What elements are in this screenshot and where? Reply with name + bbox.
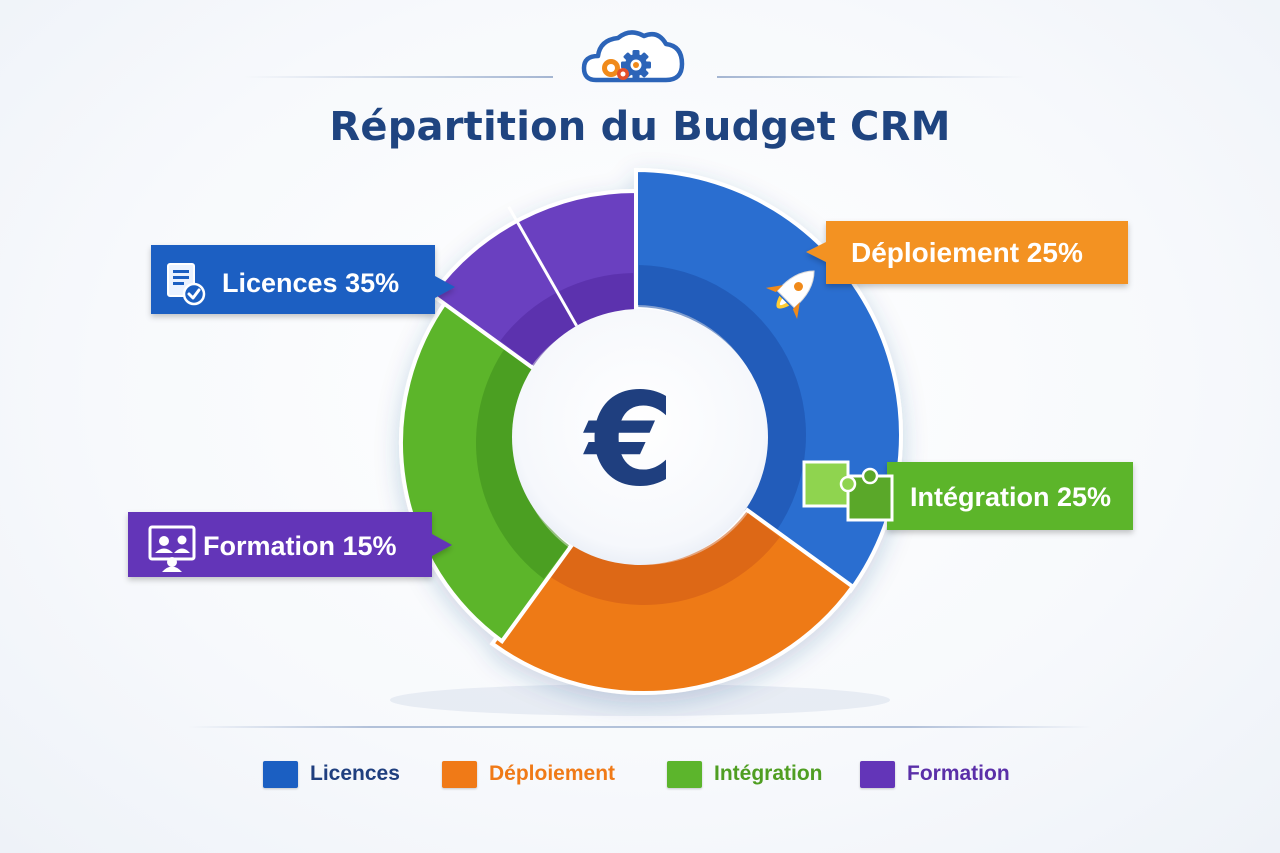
chart-title: Répartition du Budget CRM [329, 104, 951, 150]
label-integration: Intégration 25% [910, 482, 1111, 512]
slice-inner-band-intégration [476, 345, 569, 579]
slice-divider [507, 206, 578, 327]
document-check-icon [167, 263, 206, 306]
legend-item-deploiement: Déploiement [442, 759, 615, 789]
legend-swatch-formation [860, 760, 895, 788]
callout-formation [128, 512, 452, 577]
legend-label-deploiement: Déploiement [489, 762, 616, 785]
callout-integration [867, 462, 1133, 530]
euro-icon: € [582, 366, 674, 515]
callout-licences [151, 245, 455, 314]
presentation-icon [148, 525, 196, 572]
label-deploiement: Déploiement 25% [851, 237, 1083, 268]
cloud-gear-logo-icon [581, 30, 685, 83]
slice-inner-band-formation [500, 273, 634, 366]
legend-swatch-deploiement [442, 760, 477, 788]
legend-divider [188, 726, 1092, 728]
legend-swatch-integration [667, 760, 702, 788]
donut-hole [512, 309, 768, 565]
label-licences: Licences 35% [222, 268, 399, 298]
legend-label-licences: Licences [310, 762, 400, 785]
legend-item-integration: Intégration [667, 759, 823, 789]
legend-label-integration: Intégration [714, 762, 823, 785]
legend-swatch-licences [263, 760, 298, 788]
rocket-icon [765, 270, 815, 320]
callout-deploiement [806, 221, 1128, 284]
slice-inner-band-déploiement [546, 512, 780, 606]
label-formation: Formation 15% [203, 531, 397, 561]
title-divider-right [717, 76, 1027, 78]
legend-item-licences: Licences [263, 759, 400, 789]
puzzle-icon [802, 460, 894, 522]
legend-item-formation: Formation [860, 759, 1010, 789]
title-divider-left [243, 76, 553, 78]
legend-label-formation: Formation [907, 762, 1010, 785]
